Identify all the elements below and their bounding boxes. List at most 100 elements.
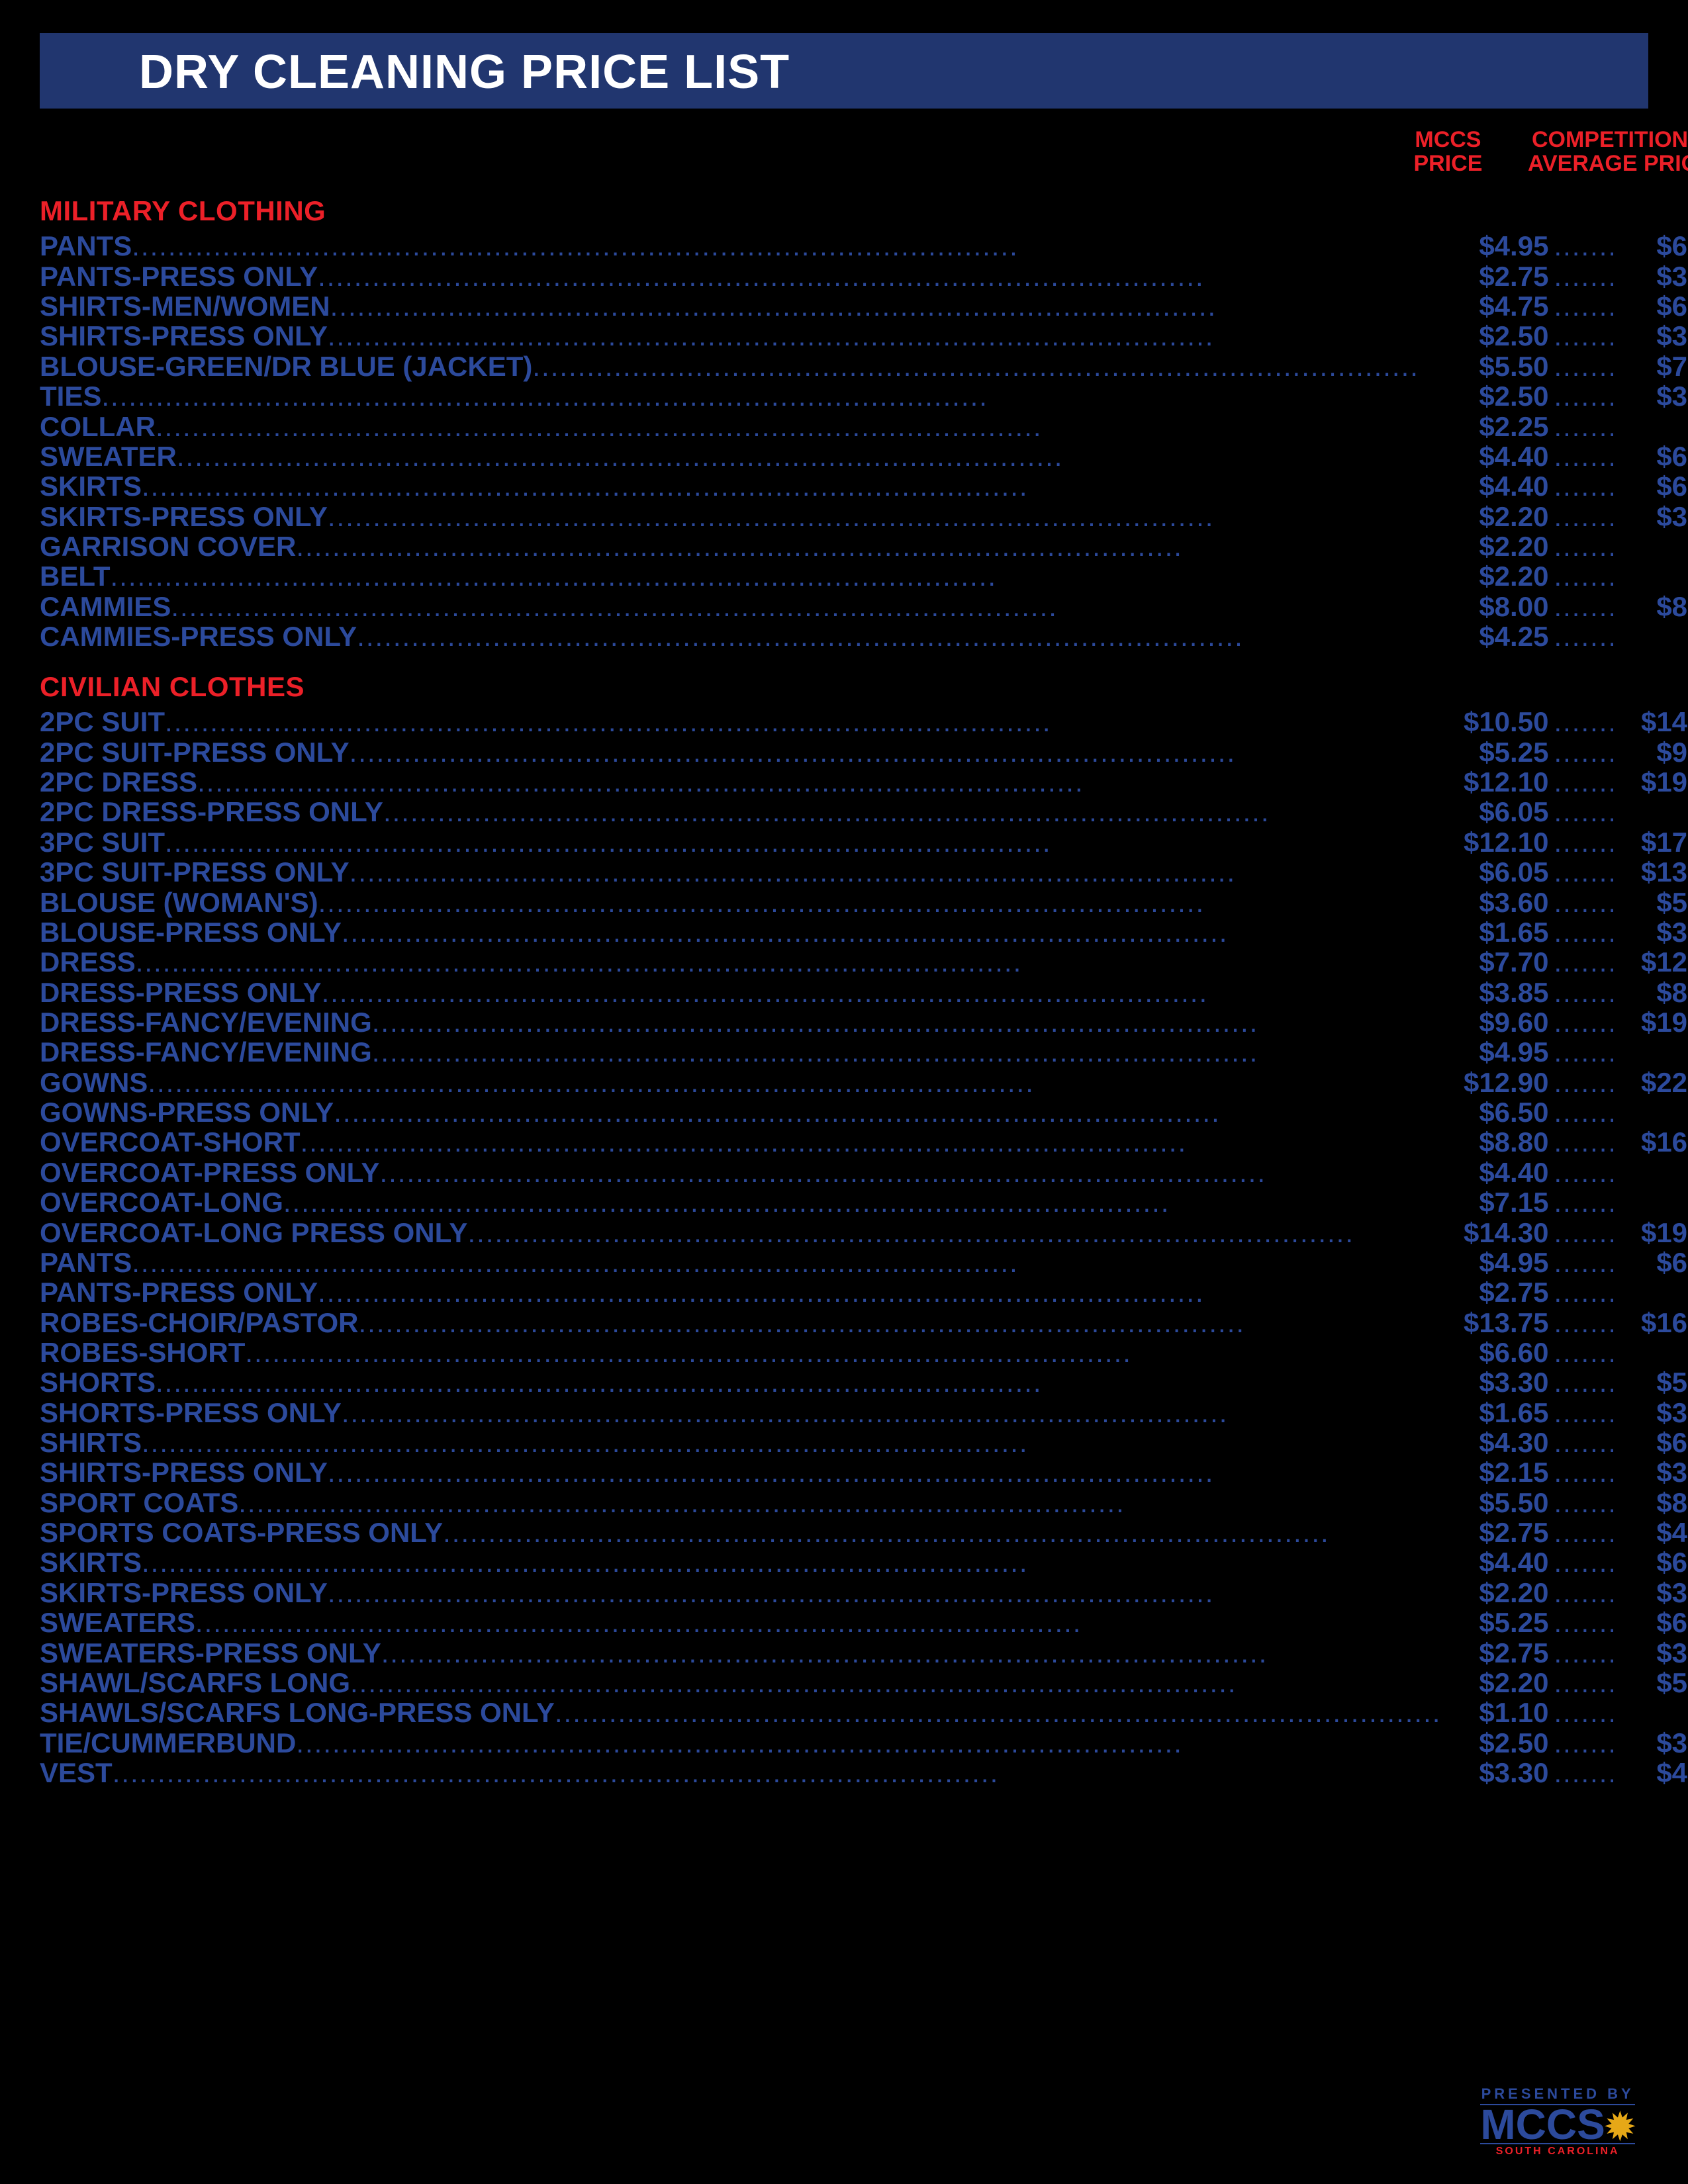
price-row: BLOUSE-PRESS ONLY.......................… [40, 917, 1688, 947]
item-name: DRESS-PRESS ONLY [40, 978, 322, 1007]
item-name: OVERCOAT-LONG [40, 1187, 283, 1217]
price-row: GOWNS-PRESS ONLY........................… [40, 1097, 1688, 1127]
footer-logo: PRESENTED BY MCCS✹ SOUTH CAROLINA [1480, 2085, 1635, 2158]
mccs-price: $2.75 [1441, 1277, 1554, 1307]
mccs-price: $7.15 [1441, 1187, 1554, 1217]
mccs-price: $4.95 [1441, 1248, 1554, 1277]
item-name: COLLAR [40, 412, 156, 441]
competition-price: $19.80 [1613, 1007, 1688, 1037]
competition-price: $13.75 [1613, 857, 1688, 887]
item-name: SPORTS COATS-PRESS ONLY [40, 1518, 443, 1547]
content-columns: MCCS PRICE COMPETITION'S AVERAGE PRICE M… [40, 122, 1648, 1788]
competition-price: $6.10 [1613, 1428, 1688, 1457]
item-name: SWEATER [40, 441, 177, 471]
competition-price: $19.70 [1613, 767, 1688, 797]
mccs-price: $2.75 [1441, 1638, 1554, 1668]
price-row: VEST....................................… [40, 1758, 1688, 1788]
price-row: SWEATERS................................… [40, 1608, 1688, 1637]
item-name: BLOUSE-GREEN/DR BLUE (JACKET) [40, 351, 532, 381]
item-name: PANTS-PRESS ONLY [40, 261, 318, 291]
competition-price: $6.30 [1613, 1547, 1688, 1577]
competition-price: $5.50 [1613, 1367, 1688, 1397]
header-mccs: MCCS PRICE [1382, 128, 1514, 175]
price-row: OVERCOAT-SHORT..........................… [40, 1127, 1688, 1157]
mccs-price: $4.40 [1441, 471, 1554, 501]
mccs-price: $1.65 [1441, 917, 1554, 947]
price-row: SKIRTS-PRESS ONLY.......................… [40, 1578, 1688, 1608]
item-name: PANTS [40, 1248, 132, 1277]
competition-price: $3.30 [1613, 1398, 1688, 1428]
item-name: SHIRTS-PRESS ONLY [40, 1457, 328, 1487]
mccs-price: $2.15 [1441, 1457, 1554, 1487]
price-row: 2PC DRESS-PRESS ONLY....................… [40, 797, 1688, 827]
mccs-price: $3.85 [1441, 978, 1554, 1007]
price-row: GARRISON COVER..........................… [40, 531, 1688, 561]
mccs-price: $8.00 [1441, 592, 1554, 621]
price-row: COLLAR..................................… [40, 412, 1688, 441]
left-column-headers: MCCS PRICE COMPETITION'S AVERAGE PRICE [40, 128, 1688, 175]
mccs-price: $4.40 [1441, 1547, 1554, 1577]
item-name: CAMMIES-PRESS ONLY [40, 621, 357, 651]
item-name: SPORT COATS [40, 1488, 238, 1518]
item-name: GOWNS-PRESS ONLY [40, 1097, 334, 1127]
mccs-price: $12.90 [1441, 1068, 1554, 1097]
mccs-price: $9.60 [1441, 1007, 1554, 1037]
mccs-price: $2.50 [1441, 1728, 1554, 1758]
section-title: MILITARY CLOTHING [40, 195, 1688, 227]
item-name: 2PC DRESS-PRESS ONLY [40, 797, 383, 827]
price-row: SPORT COATS.............................… [40, 1488, 1688, 1518]
price-row: SKIRTS..................................… [40, 471, 1688, 501]
mccs-price: $5.50 [1441, 1488, 1554, 1518]
competition-price: $6.60 [1613, 1248, 1688, 1277]
item-name: BELT [40, 561, 111, 591]
mccs-price: $5.25 [1441, 1608, 1554, 1637]
item-name: SHIRTS [40, 1428, 142, 1457]
item-name: DRESS [40, 947, 136, 977]
competition-price: $22.00 [1613, 1068, 1688, 1097]
competition-price: $3.30 [1613, 1457, 1688, 1487]
mccs-price: $2.50 [1441, 321, 1554, 351]
page-title: DRY CLEANING PRICE LIST [139, 45, 1622, 99]
mccs-price: $8.80 [1441, 1127, 1554, 1157]
competition-price: $3.30 [1613, 321, 1688, 351]
item-name: TIE/CUMMERBUND [40, 1728, 296, 1758]
price-row: SHAWL/SCARFS LONG.......................… [40, 1668, 1688, 1698]
competition-price: $14.20 [1613, 707, 1688, 737]
item-name: DRESS-FANCY/EVENING [40, 1007, 372, 1037]
competition-price: $3.30 [1613, 502, 1688, 531]
mccs-price: $14.30 [1441, 1218, 1554, 1248]
price-row: SHIRTS-PRESS ONLY.......................… [40, 321, 1688, 351]
item-name: 3PC SUIT [40, 827, 165, 857]
item-name: BLOUSE (WOMAN'S) [40, 887, 318, 917]
competition-price: $17.90 [1613, 827, 1688, 857]
competition-price: $19.80 [1613, 1218, 1688, 1248]
competition-price: $5.75 [1613, 887, 1688, 917]
item-name: VEST [40, 1758, 113, 1788]
price-row: GOWNS...................................… [40, 1068, 1688, 1097]
price-row: 2PC DRESS...............................… [40, 767, 1688, 797]
mccs-price: $3.30 [1441, 1367, 1554, 1397]
price-row: SHORTS..................................… [40, 1367, 1688, 1397]
price-row: ROBES-CHOIR/PASTOR......................… [40, 1308, 1688, 1338]
mccs-price: $13.75 [1441, 1308, 1554, 1338]
mccs-price: $4.40 [1441, 1158, 1554, 1187]
mccs-price: $2.20 [1441, 502, 1554, 531]
price-row: TIES....................................… [40, 381, 1688, 411]
mccs-price: $1.10 [1441, 1698, 1554, 1727]
mccs-price: $4.25 [1441, 621, 1554, 651]
competition-price: $8.25 [1613, 1488, 1688, 1518]
price-row: SWEATER.................................… [40, 441, 1688, 471]
price-row: PANTS-PRESS ONLY........................… [40, 1277, 1688, 1307]
mccs-price: $2.50 [1441, 381, 1554, 411]
mccs-price: $2.20 [1441, 1668, 1554, 1698]
competition-price: $6.35 [1613, 471, 1688, 501]
item-name: PANTS-PRESS ONLY [40, 1277, 318, 1307]
price-row: BLOUSE (WOMAN'S)........................… [40, 887, 1688, 917]
price-row: OVERCOAT-LONG...........................… [40, 1187, 1688, 1217]
price-row: 3PC SUIT................................… [40, 827, 1688, 857]
price-row: ROBES-SHORT.............................… [40, 1338, 1688, 1367]
mccs-price: $6.05 [1441, 857, 1554, 887]
item-name: GARRISON COVER [40, 531, 296, 561]
mccs-price: $4.75 [1441, 291, 1554, 321]
mccs-price: $3.60 [1441, 887, 1554, 917]
